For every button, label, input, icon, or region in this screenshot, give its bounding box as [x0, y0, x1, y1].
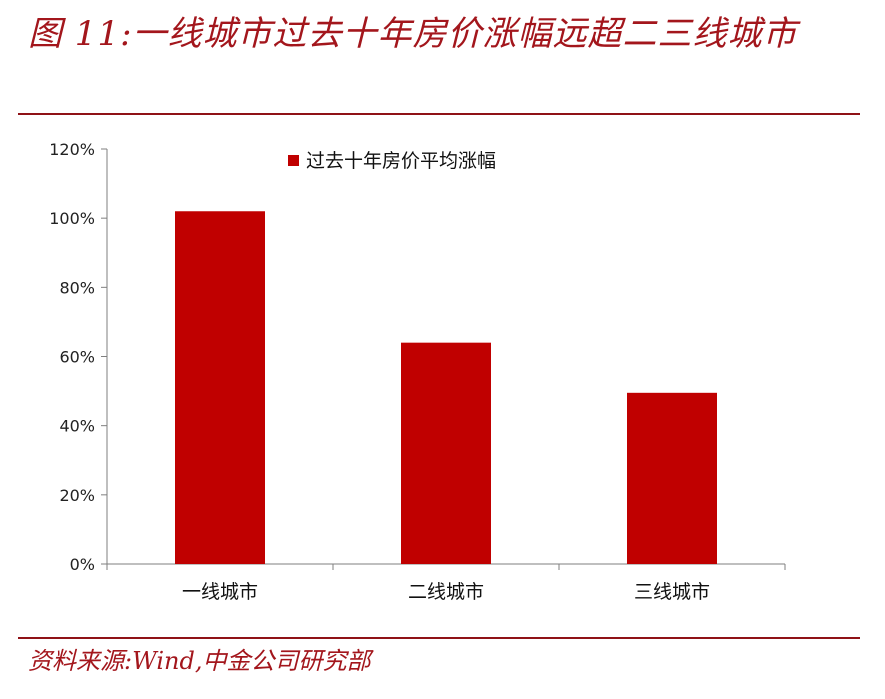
y-tick-label: 120%	[49, 140, 95, 159]
y-tick-label: 100%	[49, 209, 95, 228]
y-tick-label: 40%	[59, 417, 95, 436]
x-tick-label: 二线城市	[408, 581, 484, 603]
axes: 0% 20% 40% 60% 80% 100% 120% 一线城市 二线城市 三线城市	[49, 140, 786, 603]
bar-1	[175, 211, 265, 564]
x-tick-label: 一线城市	[182, 581, 258, 603]
bar-3	[627, 392, 717, 564]
y-tick-label: 20%	[59, 486, 95, 505]
source-divider	[18, 637, 860, 639]
legend-swatch	[288, 155, 299, 166]
figure-title: 图 11:一线城市过去十年房价涨幅远超二三线城市	[28, 14, 798, 54]
legend-label: 过去十年房价平均涨幅	[306, 150, 496, 172]
bar-2	[401, 342, 491, 564]
y-tick-label: 0%	[70, 555, 95, 574]
bars	[175, 211, 717, 564]
y-tick-label: 60%	[59, 348, 95, 367]
y-tick-label: 80%	[59, 278, 95, 297]
source-note: 资料来源:Wind,中金公司研究部	[28, 647, 371, 675]
x-tick-label: 三线城市	[634, 581, 710, 603]
chart-area: 0% 20% 40% 60% 80% 100% 120% 一线城市 二线城市 三线城市 过去十年房…	[0, 120, 885, 620]
legend: 过去十年房价平均涨幅	[288, 150, 496, 172]
bar-chart: 0% 20% 40% 60% 80% 100% 120% 一线城市 二线城市 三线城市 过去十年房…	[49, 140, 786, 603]
title-divider	[18, 113, 860, 115]
